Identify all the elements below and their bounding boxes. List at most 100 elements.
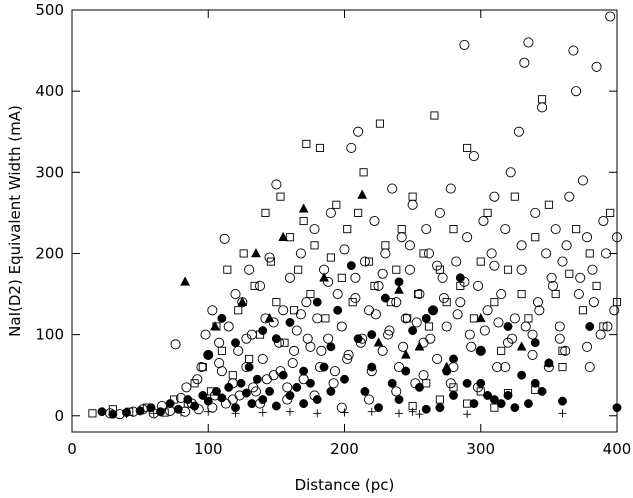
point-filled-circle bbox=[258, 326, 268, 336]
point-filled-circle bbox=[326, 342, 336, 352]
point-open-circle bbox=[493, 317, 504, 328]
point-open-circle bbox=[554, 333, 565, 344]
point-open-square bbox=[228, 371, 237, 380]
point-open-circle bbox=[602, 321, 613, 332]
point-open-circle bbox=[346, 142, 357, 154]
point-plus bbox=[558, 409, 567, 418]
point-open-circle bbox=[591, 61, 602, 72]
point-open-circle bbox=[441, 321, 452, 332]
point-open-circle bbox=[571, 86, 582, 97]
point-filled-triangle bbox=[298, 203, 309, 213]
point-filled-circle bbox=[203, 350, 213, 360]
point-open-square bbox=[280, 338, 289, 347]
point-open-square bbox=[261, 208, 270, 217]
point-open-square bbox=[476, 257, 485, 266]
point-open-circle bbox=[200, 329, 211, 340]
point-open-circle bbox=[207, 305, 218, 316]
point-open-circle bbox=[223, 321, 234, 332]
point-filled-circle bbox=[469, 399, 479, 409]
point-open-circle bbox=[380, 248, 391, 259]
point-open-circle bbox=[500, 224, 511, 235]
point-filled-triangle bbox=[180, 276, 191, 286]
point-filled-circle bbox=[537, 386, 547, 396]
point-filled-circle bbox=[476, 378, 486, 388]
point-filled-circle bbox=[224, 382, 234, 392]
point-filled-circle bbox=[496, 399, 506, 409]
point-open-circle bbox=[291, 325, 302, 336]
point-open-circle bbox=[554, 321, 565, 332]
point-open-circle bbox=[575, 272, 586, 283]
point-open-circle bbox=[605, 11, 616, 22]
point-plus bbox=[340, 408, 349, 417]
point-open-circle bbox=[418, 370, 429, 381]
point-open-square bbox=[538, 95, 547, 104]
point-plus bbox=[367, 407, 376, 416]
point-open-circle bbox=[383, 329, 394, 340]
point-open-circle bbox=[336, 321, 347, 332]
point-open-circle bbox=[377, 268, 388, 279]
point-filled-circle bbox=[530, 378, 540, 388]
point-open-square bbox=[422, 379, 431, 388]
point-open-circle bbox=[475, 345, 486, 356]
point-open-square bbox=[198, 363, 207, 372]
point-open-circle bbox=[370, 309, 381, 320]
point-filled-circle bbox=[367, 362, 377, 372]
point-filled-circle bbox=[340, 374, 349, 384]
point-filled-circle bbox=[510, 403, 520, 413]
point-filled-circle bbox=[183, 395, 193, 404]
point-filled-circle bbox=[435, 403, 445, 413]
point-filled-circle bbox=[173, 404, 183, 414]
point-open-square bbox=[359, 168, 368, 177]
point-open-square bbox=[517, 289, 526, 299]
point-open-square bbox=[392, 265, 401, 274]
point-filled-circle bbox=[265, 386, 275, 396]
point-open-circle bbox=[377, 345, 388, 356]
point-open-square bbox=[290, 306, 299, 315]
point-open-circle bbox=[278, 305, 289, 316]
point-open-circle bbox=[268, 317, 279, 328]
point-open-circle bbox=[289, 345, 300, 356]
point-open-circle bbox=[568, 45, 579, 56]
y-tick-label: 200 bbox=[35, 244, 64, 262]
point-open-square bbox=[223, 265, 232, 274]
point-open-circle bbox=[316, 345, 327, 356]
point-open-circle bbox=[486, 248, 497, 259]
point-filled-triangle bbox=[278, 231, 289, 241]
point-filled-circle bbox=[292, 382, 302, 392]
point-open-square bbox=[310, 241, 319, 250]
point-filled-circle bbox=[374, 403, 384, 413]
point-open-square bbox=[558, 346, 567, 355]
point-open-circle bbox=[523, 37, 534, 48]
point-filled-circle bbox=[244, 362, 254, 372]
point-filled-circle bbox=[428, 305, 438, 315]
point-open-circle bbox=[455, 297, 466, 308]
point-open-square bbox=[531, 233, 540, 242]
point-plus bbox=[149, 409, 158, 418]
point-open-circle bbox=[230, 288, 241, 300]
point-open-circle bbox=[434, 207, 445, 218]
point-open-circle bbox=[323, 276, 334, 287]
point-open-circle bbox=[404, 240, 415, 251]
point-open-circle bbox=[466, 341, 477, 352]
point-open-circle bbox=[309, 224, 320, 235]
point-filled-triangle bbox=[516, 341, 527, 351]
point-open-circle bbox=[248, 382, 259, 393]
point-open-circle bbox=[505, 167, 516, 178]
point-filled-circle bbox=[449, 354, 458, 364]
y-axis-title: NaI(D2) Equivalent Width (mA) bbox=[6, 105, 24, 337]
point-filled-circle bbox=[346, 261, 356, 271]
point-open-circle bbox=[451, 256, 462, 267]
point-filled-circle bbox=[503, 391, 513, 400]
point-open-square bbox=[294, 265, 303, 274]
x-tick-label: 0 bbox=[67, 440, 77, 458]
point-filled-triangle bbox=[373, 337, 384, 347]
point-open-circle bbox=[502, 337, 514, 348]
point-filled-circle bbox=[483, 391, 493, 400]
point-open-circle bbox=[530, 207, 541, 218]
point-open-square bbox=[234, 306, 243, 315]
point-open-square bbox=[442, 298, 451, 307]
point-filled-circle bbox=[612, 403, 622, 413]
point-open-square bbox=[414, 289, 423, 299]
x-tick-label: 300 bbox=[466, 440, 495, 458]
